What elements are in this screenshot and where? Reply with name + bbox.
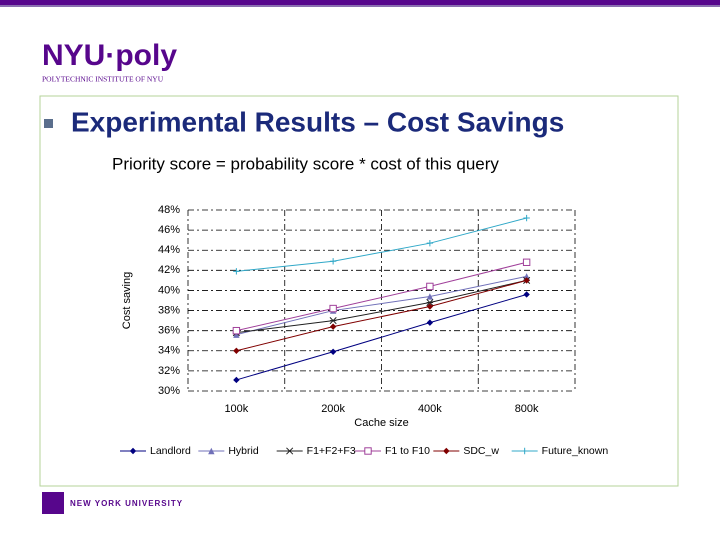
point xyxy=(426,319,434,326)
point xyxy=(329,258,337,265)
x-axis-label: Cache size xyxy=(354,417,408,429)
legend-marker xyxy=(521,447,528,455)
point xyxy=(329,304,337,313)
series-line xyxy=(236,217,527,272)
point xyxy=(426,298,434,307)
series-line xyxy=(236,261,527,332)
y-tick-label: 42% xyxy=(158,264,180,276)
point xyxy=(523,273,530,280)
point xyxy=(523,214,530,222)
top-bar-accent xyxy=(0,5,720,7)
point xyxy=(233,347,240,354)
chart: 30% 32% 34% 36% 38% 40% 42% 44% 46% 48% 100k 200k 40… xyxy=(120,204,608,457)
point xyxy=(426,293,434,300)
slide-title: Experimental Results – Cost Savings xyxy=(71,106,564,137)
footer-logo: NEW YORK UNIVERSITY xyxy=(70,499,183,508)
legend-marker xyxy=(129,447,137,455)
legend-label: F1+F2+F3 xyxy=(307,445,356,457)
top-bar xyxy=(0,0,720,5)
series-line xyxy=(236,293,527,381)
legend-label: Future_known xyxy=(542,445,609,457)
y-tick-label: 40% xyxy=(158,284,180,296)
y-axis-label: Cost saving xyxy=(121,272,133,329)
slide-subtitle: Priority score = probability score * cos… xyxy=(112,154,499,173)
point xyxy=(426,282,434,291)
point xyxy=(232,326,241,335)
x-tick-label: 100k xyxy=(224,403,248,415)
point xyxy=(523,277,530,284)
series-line xyxy=(236,279,527,352)
y-tick-label: 36% xyxy=(158,325,180,337)
x-tick-label: 200k xyxy=(321,403,345,415)
point xyxy=(523,291,530,298)
y-tick-label: 48% xyxy=(158,204,180,216)
point xyxy=(426,303,434,310)
x-tick-label: 800k xyxy=(515,403,539,415)
bullet xyxy=(44,119,53,128)
legend-label: F1 to F10 xyxy=(385,445,430,457)
y-tick-label: 46% xyxy=(158,224,180,236)
series-line xyxy=(236,279,527,334)
legend-label: Landlord xyxy=(150,445,191,457)
y-tick-label: 34% xyxy=(158,345,180,357)
footer-logo-mark xyxy=(42,492,64,514)
point xyxy=(522,258,531,266)
legend-marker xyxy=(443,447,450,455)
point xyxy=(329,317,337,325)
legend-label: Hybrid xyxy=(228,445,259,457)
point xyxy=(233,331,240,338)
point xyxy=(329,348,337,355)
point xyxy=(233,376,240,384)
logo: NYU·poly xyxy=(42,39,177,72)
y-tick-label: 30% xyxy=(158,385,180,397)
point xyxy=(329,323,337,330)
series-line xyxy=(236,275,527,336)
y-tick-label: 44% xyxy=(158,244,180,256)
legend-marker xyxy=(364,447,372,455)
y-tick-label: 38% xyxy=(158,304,180,316)
point xyxy=(426,239,434,247)
x-tick-label: 400k xyxy=(418,403,442,415)
logo-subtitle: POLYTECHNIC INSTITUTE OF NYU xyxy=(42,75,164,84)
legend-marker xyxy=(208,447,215,455)
content-frame xyxy=(39,95,679,487)
point xyxy=(233,268,240,275)
y-tick-label: 32% xyxy=(158,365,180,377)
legend-marker xyxy=(286,447,294,455)
legend-label: SDC_w xyxy=(463,445,499,457)
